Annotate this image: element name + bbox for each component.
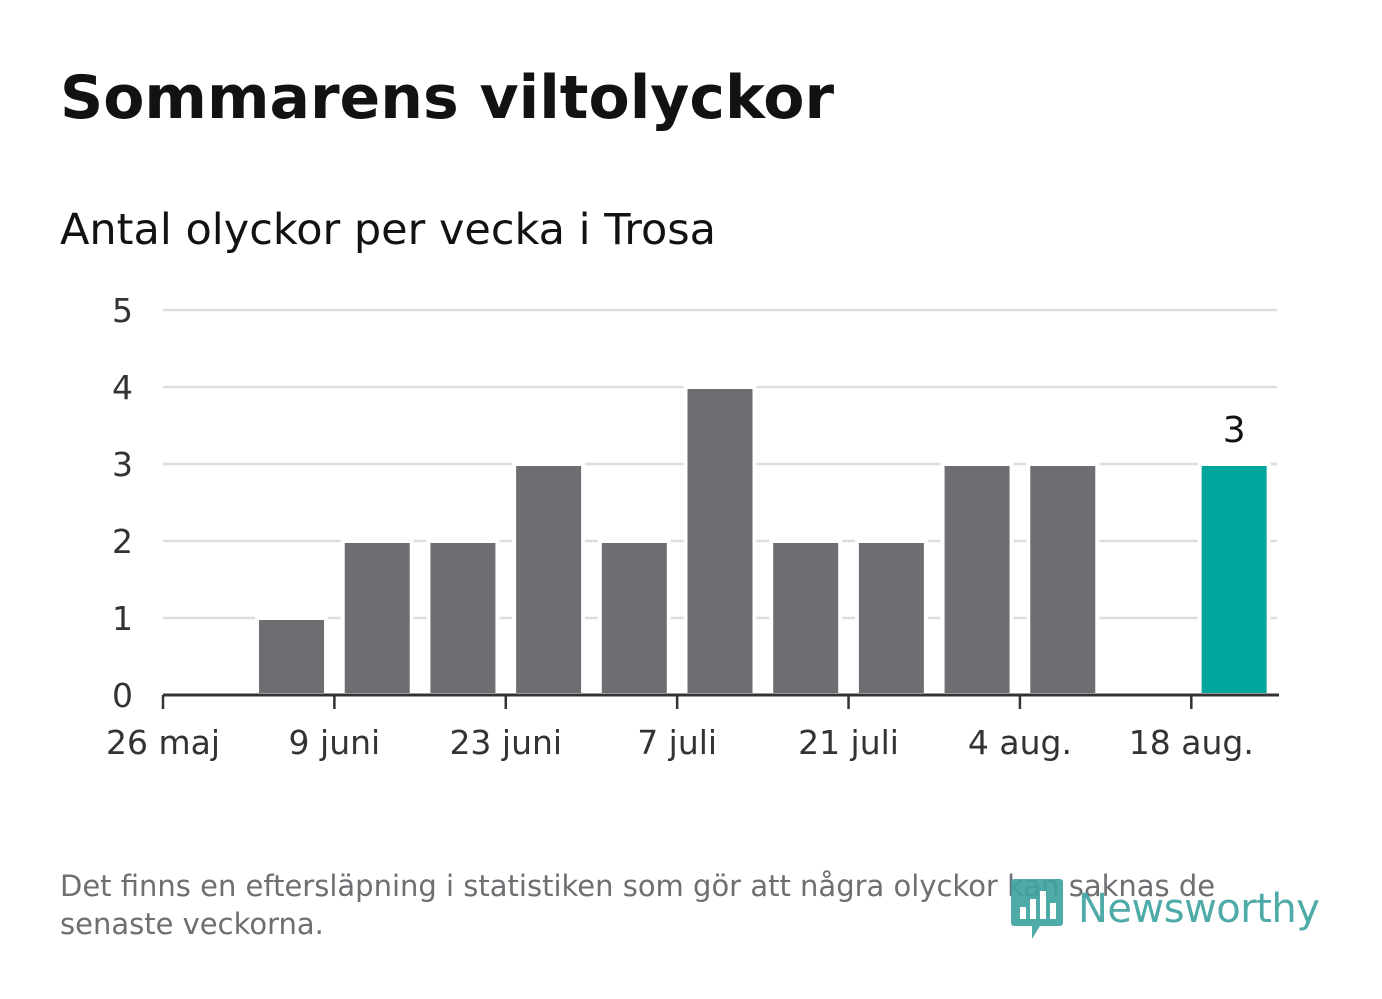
- bars: [255, 385, 1271, 697]
- y-tick-label: 5: [112, 291, 133, 330]
- y-tick-label: 4: [112, 368, 133, 407]
- bar: [1026, 462, 1100, 697]
- data-label: 3: [1223, 410, 1246, 451]
- x-tick-label: 4 aug.: [968, 723, 1072, 762]
- chart-subtitle: Antal olyckor per vecka i Trosa: [60, 205, 717, 255]
- x-tick-label: 18 aug.: [1129, 723, 1254, 762]
- x-tick-label: 23 juni: [449, 723, 562, 762]
- x-axis-ticks: 26 maj 9 juni 23 juni 7 juli 21 juli 4 aug. 18…: [106, 695, 1254, 762]
- bar: [340, 539, 414, 697]
- x-tick-label: 21 juli: [798, 723, 899, 762]
- y-axis-ticks: 0 1 2 3 4 5: [112, 291, 133, 715]
- bar: [683, 385, 757, 697]
- y-tick-label: 2: [112, 522, 133, 561]
- bar: [255, 616, 329, 697]
- x-tick-label: 7 juli: [637, 723, 717, 762]
- bar: [769, 539, 843, 697]
- chart-title: Sommarens viltolyckor: [60, 63, 835, 133]
- x-tick-label: 26 maj: [106, 723, 220, 762]
- bar: [426, 539, 500, 697]
- y-tick-label: 0: [112, 676, 133, 715]
- bar: [940, 462, 1014, 697]
- bar: [854, 539, 928, 697]
- bar: [512, 462, 586, 697]
- y-tick-label: 3: [112, 445, 133, 484]
- y-tick-label: 1: [112, 599, 133, 638]
- bar-highlight: [1197, 462, 1271, 697]
- data-labels: 3: [1223, 410, 1246, 451]
- bar-chart-bubble-icon: [1011, 879, 1063, 939]
- bar: [597, 539, 671, 697]
- newsworthy-logo: Newsworthy: [1010, 877, 1320, 941]
- logo-text: Newsworthy: [1078, 886, 1320, 932]
- x-tick-label: 9 juni: [289, 723, 381, 762]
